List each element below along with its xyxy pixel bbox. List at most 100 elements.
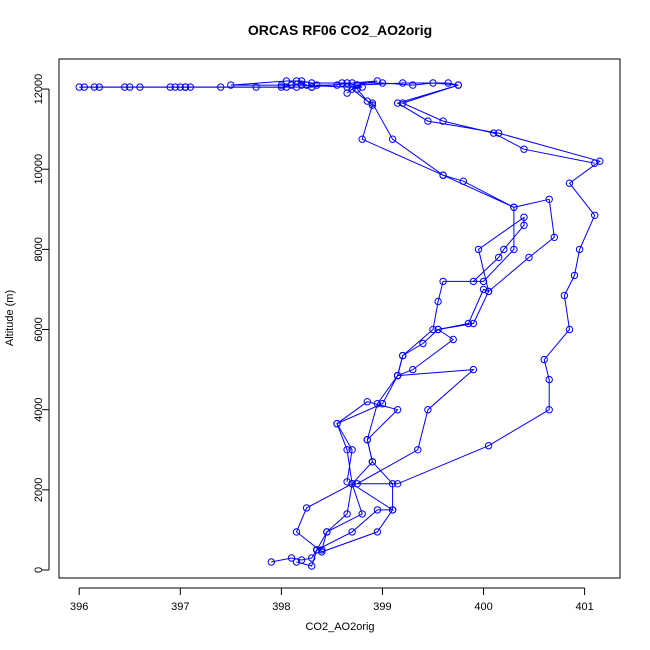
data-point bbox=[292, 77, 301, 85]
data-point bbox=[373, 77, 382, 85]
data-point bbox=[287, 554, 296, 562]
data-point bbox=[313, 546, 321, 554]
y-tick-label: 6000 bbox=[33, 317, 45, 341]
data-point bbox=[434, 297, 442, 306]
data-point bbox=[368, 99, 377, 107]
x-axis-label: CO2_AO2orig bbox=[305, 621, 374, 633]
data-point bbox=[489, 129, 498, 137]
data-point bbox=[292, 528, 301, 536]
series-layer bbox=[75, 77, 604, 570]
x-axis: 396 397 398 399 400 401 bbox=[70, 587, 594, 613]
data-point bbox=[343, 478, 351, 486]
data-point bbox=[545, 195, 553, 204]
data-point bbox=[479, 277, 488, 286]
data-point bbox=[414, 446, 422, 454]
data-point bbox=[313, 81, 321, 89]
data-point bbox=[373, 506, 382, 514]
data-point bbox=[308, 554, 316, 562]
data-point bbox=[393, 99, 402, 107]
data-point bbox=[358, 510, 366, 518]
data-point bbox=[121, 83, 129, 91]
data-point bbox=[434, 325, 442, 334]
data-point bbox=[444, 79, 452, 87]
data-point bbox=[469, 365, 478, 374]
x-tick-label: 399 bbox=[373, 601, 391, 613]
data-point bbox=[439, 171, 447, 179]
data-point bbox=[282, 77, 291, 85]
data-point bbox=[429, 325, 437, 334]
data-point bbox=[484, 442, 493, 450]
data-point bbox=[525, 253, 533, 262]
data-point bbox=[343, 89, 351, 97]
data-point bbox=[469, 277, 478, 286]
series-line bbox=[79, 80, 378, 94]
data-point bbox=[424, 117, 432, 125]
data-point bbox=[373, 400, 382, 408]
data-point bbox=[297, 77, 306, 85]
data-point bbox=[227, 81, 235, 89]
data-point bbox=[302, 81, 311, 89]
x-tick-label: 396 bbox=[70, 601, 88, 613]
data-point bbox=[565, 325, 574, 334]
data-point bbox=[343, 446, 351, 454]
data-point bbox=[348, 480, 356, 488]
data-point bbox=[166, 83, 174, 91]
x-tick-label: 398 bbox=[272, 601, 290, 613]
data-point bbox=[479, 285, 488, 294]
data-point bbox=[424, 406, 432, 414]
y-tick-label: 8000 bbox=[33, 237, 45, 261]
data-point bbox=[545, 375, 553, 384]
data-point bbox=[560, 291, 569, 300]
series-line bbox=[316, 88, 555, 551]
data-point bbox=[399, 351, 407, 360]
data-point bbox=[353, 81, 361, 89]
data-point bbox=[75, 83, 83, 91]
data-point bbox=[378, 400, 387, 408]
series-5 bbox=[75, 77, 382, 97]
data-point bbox=[393, 371, 402, 380]
y-tick-label: 4000 bbox=[33, 397, 45, 421]
data-point bbox=[545, 406, 553, 414]
data-point bbox=[495, 253, 503, 262]
data-point bbox=[308, 562, 316, 570]
data-point bbox=[388, 135, 397, 143]
data-point bbox=[181, 83, 190, 91]
data-point bbox=[323, 528, 331, 536]
data-point bbox=[297, 81, 306, 89]
chart-title: ORCAS RF06 CO2_AO2orig bbox=[248, 22, 432, 38]
data-point bbox=[596, 157, 604, 165]
data-point bbox=[575, 245, 584, 254]
x-tick-label: 401 bbox=[575, 601, 593, 613]
data-point bbox=[474, 245, 483, 254]
y-tick-label: 2000 bbox=[33, 478, 45, 502]
data-point bbox=[510, 203, 518, 212]
data-point bbox=[565, 179, 574, 187]
y-tick-label: 10000 bbox=[33, 154, 45, 185]
y-axis-label: Altitude (m) bbox=[4, 290, 16, 346]
data-point bbox=[439, 117, 447, 125]
data-point bbox=[302, 504, 311, 512]
plot-frame bbox=[58, 58, 621, 579]
data-point bbox=[287, 81, 296, 89]
data-point bbox=[409, 81, 417, 89]
data-point bbox=[520, 213, 528, 222]
x-tick-label: 400 bbox=[474, 601, 492, 613]
data-point bbox=[393, 406, 402, 414]
data-point bbox=[510, 245, 518, 254]
data-point bbox=[338, 79, 346, 87]
data-point bbox=[439, 277, 447, 286]
data-point bbox=[454, 81, 462, 89]
data-point bbox=[90, 83, 99, 91]
data-point bbox=[500, 245, 508, 254]
data-point bbox=[469, 319, 478, 328]
data-point bbox=[550, 233, 558, 242]
data-point bbox=[358, 135, 366, 143]
data-point bbox=[419, 339, 427, 348]
data-point bbox=[343, 510, 351, 518]
x-tick-label: 397 bbox=[171, 601, 189, 613]
data-point bbox=[277, 81, 286, 89]
data-point bbox=[267, 558, 275, 566]
data-point bbox=[277, 83, 286, 91]
